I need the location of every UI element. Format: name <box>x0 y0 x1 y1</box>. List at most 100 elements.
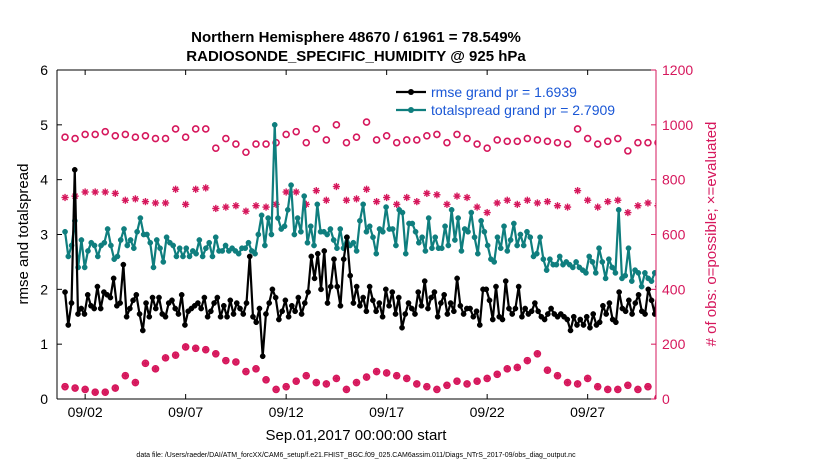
totalspread-point <box>121 226 127 232</box>
totalspread-point <box>504 248 511 254</box>
totalspread-point <box>104 226 111 232</box>
y-left-tick-label: 6 <box>40 62 48 78</box>
totalspread-point <box>206 239 213 246</box>
rmse-point <box>201 294 208 301</box>
totalspread-point <box>379 228 386 235</box>
obs_evaluated-marker-stroke-d2 <box>393 201 400 208</box>
x-tick-label: 09/02 <box>68 404 103 420</box>
totalspread-point <box>628 278 635 284</box>
obs_near_zero-marker-circle <box>624 381 632 390</box>
totalspread-point <box>258 212 265 219</box>
totalspread-point <box>330 237 337 243</box>
totalspread-point <box>360 201 367 208</box>
totalspread-point <box>62 228 68 235</box>
rmse-point <box>204 313 211 320</box>
rmse-point <box>476 322 483 328</box>
obs_possible-marker <box>222 134 230 143</box>
rmse-point <box>269 286 276 293</box>
obs_evaluated-marker-stroke-d2 <box>624 209 631 216</box>
totalspread-point <box>527 234 534 241</box>
totalspread-point <box>484 242 491 249</box>
obs_evaluated-marker <box>232 202 240 210</box>
rmse-point <box>353 283 360 290</box>
obs_evaluated-marker-stroke-d2 <box>554 202 561 209</box>
rmse-point <box>71 166 78 173</box>
obs_possible-marker <box>282 130 290 139</box>
rmse-point <box>331 256 337 263</box>
x-tick-label: 09/07 <box>168 404 203 420</box>
totalspread-point <box>589 259 596 265</box>
totalspread-point <box>160 259 167 265</box>
obs_evaluated-marker <box>443 200 451 208</box>
totalspread-point <box>583 270 589 276</box>
rmse-point <box>172 305 179 312</box>
obs_possible-marker <box>533 136 542 144</box>
obs_near_zero-marker-circle <box>282 382 290 391</box>
rmse-point <box>438 300 444 306</box>
obs_evaluated-marker <box>352 195 361 203</box>
obs_evaluated-marker <box>473 203 481 211</box>
totalspread-point <box>452 237 458 243</box>
rmse-point <box>152 305 159 312</box>
totalspread-point <box>366 223 373 230</box>
obs_evaluated-marker-stroke-d2 <box>644 199 651 206</box>
rmse-point <box>493 283 499 290</box>
obs_evaluated-marker <box>332 182 340 191</box>
totalspread-point <box>596 245 602 252</box>
rmse-point <box>311 275 318 282</box>
obs_possible-marker <box>523 134 532 143</box>
rmse-point <box>214 294 221 301</box>
x-tick-label: 09/27 <box>570 404 605 420</box>
obs_evaluated-marker-stroke-d2 <box>433 191 440 198</box>
totalspread-point <box>101 239 108 246</box>
rmse-point <box>123 313 130 320</box>
rmse-point <box>308 253 315 260</box>
totalspread-point <box>478 217 484 224</box>
totalspread-point <box>612 270 619 276</box>
totalspread-point <box>432 234 439 241</box>
rmse-point <box>334 283 341 290</box>
x-axis-label: Sep.01,2017 00:00:00 start <box>266 427 448 444</box>
obs_evaluated-marker <box>161 199 170 207</box>
totalspread-point <box>268 231 275 238</box>
rmse-point <box>208 308 214 315</box>
obs_near_zero-marker-circle <box>513 363 522 372</box>
rmse-point <box>250 313 256 320</box>
obs_evaluated-marker <box>604 198 612 206</box>
rmse-point <box>175 311 182 317</box>
obs_near_zero-marker-circle <box>433 385 441 394</box>
totalspread-point <box>491 259 498 265</box>
obs_evaluated-marker-stroke-d2 <box>594 204 601 211</box>
rmse-point <box>65 322 72 328</box>
obs_possible-marker <box>332 121 341 129</box>
x-tick-label: 09/22 <box>470 404 505 420</box>
obs_evaluated-marker-stroke-d2 <box>142 198 149 205</box>
obs_near_zero-marker-circle <box>201 345 210 354</box>
obs_possible-marker <box>583 134 592 143</box>
obs_possible-marker <box>603 137 612 146</box>
rmse-point <box>544 311 551 317</box>
totalspread-point <box>399 209 406 216</box>
rmse-point <box>467 305 473 312</box>
obs_near_zero-marker-circle <box>614 385 622 394</box>
obs_near_zero-marker-circle <box>523 356 532 365</box>
totalspread-point <box>337 226 344 232</box>
obs_near_zero-marker-circle <box>563 378 572 387</box>
obs_possible-marker <box>312 125 321 133</box>
obs_possible-marker <box>563 140 572 148</box>
obs_possible-marker <box>372 136 381 144</box>
totalspread-point <box>91 242 98 249</box>
obs_evaluated-marker <box>222 203 230 211</box>
obs_possible-marker <box>654 139 656 146</box>
legend-label-rmse: rmse grand pr = 1.6939 <box>431 84 577 100</box>
obs_evaluated-marker-stroke-d2 <box>423 190 430 197</box>
obs_evaluated-marker-stroke-d2 <box>112 190 119 197</box>
totalspread-point <box>117 237 124 243</box>
obs_evaluated-marker <box>252 202 260 210</box>
rmse-point <box>350 300 357 306</box>
obs_possible-marker <box>242 148 250 157</box>
rmse-point <box>587 324 593 331</box>
rmse-point <box>489 316 496 323</box>
rmse-point <box>441 291 448 298</box>
totalspread-point <box>130 245 137 252</box>
